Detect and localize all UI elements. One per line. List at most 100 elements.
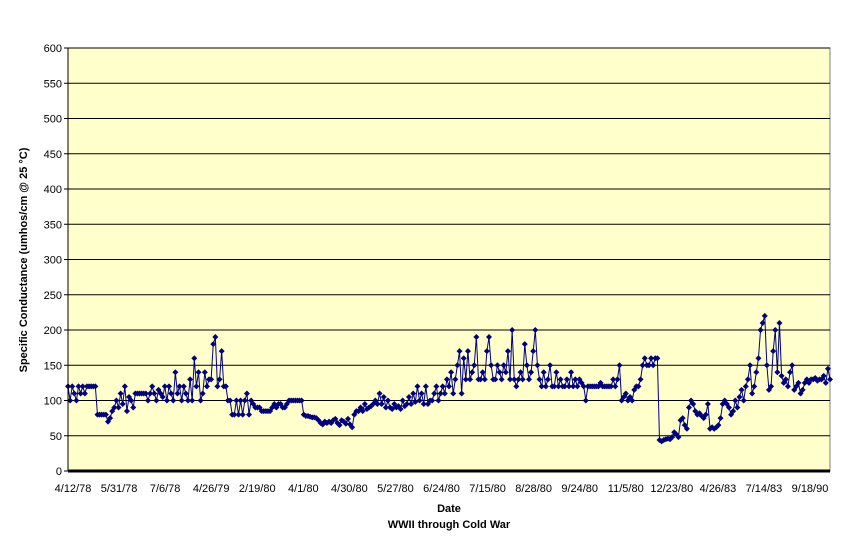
- x-tick-label: 9/18/90: [792, 483, 829, 495]
- x-tick-label: 6/24/80: [423, 483, 460, 495]
- data-point: [650, 362, 657, 369]
- data-point: [410, 390, 417, 397]
- x-tick-label: 8/28/80: [515, 483, 552, 495]
- data-point: [142, 390, 149, 397]
- data-point: [92, 383, 99, 390]
- y-tick-label: 300: [44, 255, 62, 267]
- data-point: [184, 397, 191, 404]
- data-point: [462, 376, 469, 383]
- data-point: [608, 383, 615, 390]
- data-point: [747, 362, 754, 369]
- data-point: [168, 390, 175, 397]
- data-point: [454, 362, 461, 369]
- data-point: [799, 386, 806, 393]
- data-point: [568, 369, 575, 376]
- x-tick-label: 7/15/80: [469, 483, 506, 495]
- data-point: [648, 355, 655, 362]
- data-point: [704, 401, 711, 408]
- data-point: [420, 401, 427, 408]
- data-point: [203, 383, 210, 390]
- data-point: [163, 397, 170, 404]
- data-point: [408, 401, 415, 408]
- x-tick-label: 4/26/83: [700, 483, 737, 495]
- data-point: [298, 397, 305, 404]
- data-point: [422, 383, 429, 390]
- data-point: [149, 383, 156, 390]
- y-tick-label: 100: [44, 396, 62, 408]
- y-tick-label: 200: [44, 325, 62, 337]
- data-point: [572, 376, 579, 383]
- data-point: [485, 334, 492, 341]
- x-tick-label: 4/1/80: [288, 483, 319, 495]
- data-point: [555, 383, 562, 390]
- y-tick-label: 400: [44, 184, 62, 196]
- data-point: [513, 383, 520, 390]
- x-tick-label: 4/26/79: [193, 483, 230, 495]
- data-point: [469, 369, 476, 376]
- x-tick-labels: 4/12/78 5/31/78 7/6/78 4/26/79 2/19/80 4/1/80…: [55, 483, 829, 495]
- data-point: [406, 393, 413, 400]
- data-point: [525, 376, 532, 383]
- y-tick-label: 50: [50, 431, 62, 443]
- data-point: [473, 334, 480, 341]
- data-point: [237, 397, 244, 404]
- data-point: [540, 369, 547, 376]
- data-point: [732, 397, 739, 404]
- y-tick-label: 550: [44, 78, 62, 90]
- data-point: [467, 376, 474, 383]
- data-point: [494, 362, 501, 369]
- data-point: [774, 369, 781, 376]
- data-point: [519, 376, 526, 383]
- data-point: [534, 362, 541, 369]
- data-point: [450, 390, 457, 397]
- data-point: [730, 408, 737, 415]
- data-point: [361, 401, 368, 408]
- data-point: [761, 312, 768, 319]
- data-point: [530, 348, 537, 355]
- data-point: [639, 362, 646, 369]
- data-point: [547, 362, 554, 369]
- data-point: [403, 401, 410, 408]
- data-point: [544, 376, 551, 383]
- data-point: [734, 404, 741, 411]
- data-point: [384, 397, 391, 404]
- data-point: [180, 383, 187, 390]
- data-point: [159, 393, 166, 400]
- x-tick-label: 7/6/78: [150, 483, 181, 495]
- data-point: [582, 397, 589, 404]
- data-point: [246, 411, 253, 418]
- data-point: [123, 408, 130, 415]
- data-point: [437, 390, 444, 397]
- x-tick-label: 2/19/80: [239, 483, 276, 495]
- data-point: [717, 415, 724, 422]
- data-point: [166, 383, 173, 390]
- data-point: [483, 348, 490, 355]
- data-point: [690, 401, 697, 408]
- data-point: [193, 383, 200, 390]
- data-point: [744, 376, 751, 383]
- data-point: [492, 376, 499, 383]
- data-point: [448, 369, 455, 376]
- data-point: [616, 362, 623, 369]
- data-point: [471, 362, 478, 369]
- data-point: [121, 383, 128, 390]
- data-point: [161, 383, 168, 390]
- data-point: [776, 319, 783, 326]
- data-point: [441, 390, 448, 397]
- data-point: [679, 415, 686, 422]
- data-point: [507, 376, 514, 383]
- data-point: [349, 424, 356, 431]
- data-point: [685, 404, 692, 411]
- data-point: [117, 390, 124, 397]
- data-point: [214, 383, 221, 390]
- data-point: [233, 397, 240, 404]
- data-point: [778, 372, 785, 379]
- data-point: [153, 397, 160, 404]
- data-point: [528, 369, 535, 376]
- data-point: [770, 348, 777, 355]
- data-point: [795, 379, 802, 386]
- data-point: [509, 327, 516, 333]
- data-point: [378, 401, 385, 408]
- data-point: [757, 327, 764, 333]
- data-point: [740, 397, 747, 404]
